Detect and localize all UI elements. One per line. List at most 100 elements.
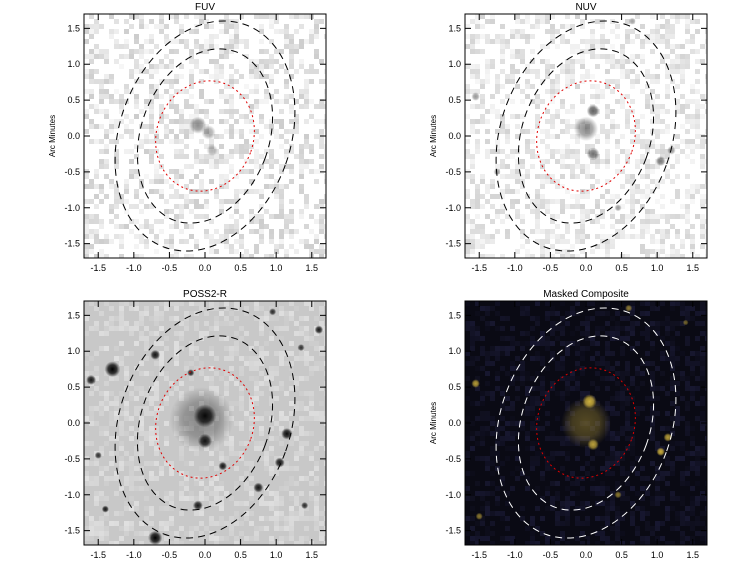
noise-cell	[159, 79, 164, 84]
noise-cell	[189, 29, 194, 34]
noise-cell	[189, 351, 194, 356]
noise-cell	[259, 501, 264, 506]
noise-cell	[465, 24, 470, 29]
noise-cell	[690, 436, 695, 441]
noise-cell	[214, 79, 219, 84]
noise-cell	[139, 476, 144, 481]
noise-cell	[700, 426, 705, 431]
noise-cell	[204, 144, 209, 149]
noise-cell	[655, 331, 660, 336]
noise-cell	[700, 346, 705, 351]
noise-cell	[274, 466, 279, 471]
noise-cell	[550, 79, 555, 84]
noise-cell	[695, 466, 700, 471]
noise-cell	[670, 376, 675, 381]
noise-cell	[299, 446, 304, 451]
noise-cell	[595, 204, 600, 209]
noise-cell	[670, 471, 675, 476]
noise-cell	[204, 19, 209, 24]
noise-cell	[580, 356, 585, 361]
noise-cell	[475, 431, 480, 436]
noise-cell	[585, 461, 590, 466]
noise-cell	[89, 34, 94, 39]
noise-cell	[219, 69, 224, 74]
noise-cell	[109, 316, 114, 321]
noise-cell	[294, 436, 299, 441]
noise-cell	[645, 164, 650, 169]
noise-cell	[254, 149, 259, 154]
noise-cell	[475, 376, 480, 381]
noise-cell	[560, 99, 565, 104]
noise-cell	[565, 164, 570, 169]
noise-cell	[309, 431, 314, 436]
noise-cell	[199, 521, 204, 526]
noise-cell	[174, 361, 179, 366]
noise-cell	[590, 466, 595, 471]
noise-cell	[475, 74, 480, 79]
noise-cell	[655, 491, 660, 496]
noise-cell	[199, 19, 204, 24]
noise-cell	[650, 371, 655, 376]
noise-cell	[470, 74, 475, 79]
noise-cell	[660, 109, 665, 114]
noise-cell	[279, 496, 284, 501]
noise-cell	[600, 194, 605, 199]
middle-aperture-ellipse	[517, 335, 655, 511]
noise-cell	[600, 326, 605, 331]
noise-cell	[695, 49, 700, 54]
noise-cell	[565, 124, 570, 129]
noise-cell	[625, 396, 630, 401]
noise-cell	[495, 194, 500, 199]
noise-cell	[640, 174, 645, 179]
noise-cell	[149, 396, 154, 401]
noise-cell	[274, 491, 279, 496]
noise-cell	[134, 506, 139, 511]
noise-cell	[570, 79, 575, 84]
noise-cell	[274, 214, 279, 219]
noise-cell	[630, 306, 635, 311]
noise-cell	[525, 149, 530, 154]
noise-cell	[625, 416, 630, 421]
noise-cell	[700, 351, 705, 356]
noise-cell	[590, 84, 595, 89]
noise-cell	[319, 164, 324, 169]
noise-cell	[615, 381, 620, 386]
noise-cell	[199, 496, 204, 501]
noise-cell	[650, 74, 655, 79]
noise-cell	[570, 154, 575, 159]
noise-cell	[500, 84, 505, 89]
noise-cell	[219, 451, 224, 456]
noise-cell	[565, 64, 570, 69]
noise-cell	[304, 351, 309, 356]
noise-cell	[144, 224, 149, 229]
noise-cell	[219, 54, 224, 59]
noise-cell	[630, 184, 635, 189]
noise-cell	[530, 461, 535, 466]
noise-cell	[565, 79, 570, 84]
source	[192, 500, 203, 511]
noise-cell	[94, 214, 99, 219]
noise-cell	[299, 149, 304, 154]
noise-cell	[269, 501, 274, 506]
noise-cell	[645, 104, 650, 109]
noise-cell	[495, 311, 500, 316]
noise-cell	[615, 511, 620, 516]
noise-cell	[214, 74, 219, 79]
noise-cell	[490, 471, 495, 476]
noise-cell	[224, 346, 229, 351]
noise-cell	[324, 476, 326, 481]
noise-cell	[164, 496, 169, 501]
noise-cell	[485, 239, 490, 244]
noise-cell	[700, 244, 705, 249]
noise-cell	[214, 356, 219, 361]
noise-cell	[294, 44, 299, 49]
noise-cell	[174, 249, 179, 254]
noise-cell	[304, 331, 309, 336]
noise-cell	[284, 29, 289, 34]
noise-cell	[99, 99, 104, 104]
noise-cell	[284, 99, 289, 104]
noise-cell	[645, 174, 650, 179]
noise-cell	[555, 326, 560, 331]
noise-cell	[685, 129, 690, 134]
